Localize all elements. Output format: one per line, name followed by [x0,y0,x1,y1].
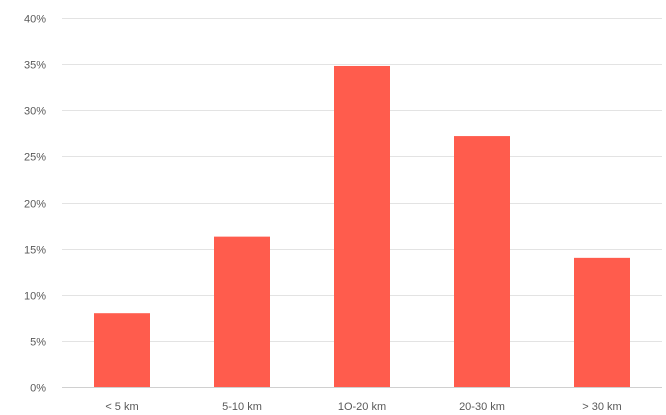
x-tick-label: > 30 km [582,401,621,413]
y-tick-label: 0% [30,383,46,395]
bars [94,65,630,387]
bar [574,257,630,387]
y-tick-label: 10% [24,291,46,303]
x-tick-label: < 5 km [105,401,138,413]
bar [334,65,390,387]
y-tick-label: 40% [24,14,46,26]
bar [94,313,150,387]
y-tick-label: 30% [24,106,46,118]
x-tick-label: 20-30 km [459,401,505,413]
y-tick-label: 25% [24,152,46,164]
x-tick-label: 1O-20 km [338,401,386,413]
y-tick-label: 20% [24,199,46,211]
y-tick-label: 35% [24,60,46,72]
y-axis-tick-labels: 0% 5% 10% 15% 20% 25% 30% 35% 40% [24,14,46,395]
bar [214,236,270,387]
x-axis-tick-labels: < 5 km 5-10 km 1O-20 km 20-30 km > 30 km [105,401,621,413]
x-tick-label: 5-10 km [222,401,262,413]
bar [454,136,510,387]
y-tick-label: 15% [24,245,46,257]
y-tick-label: 5% [30,337,46,349]
